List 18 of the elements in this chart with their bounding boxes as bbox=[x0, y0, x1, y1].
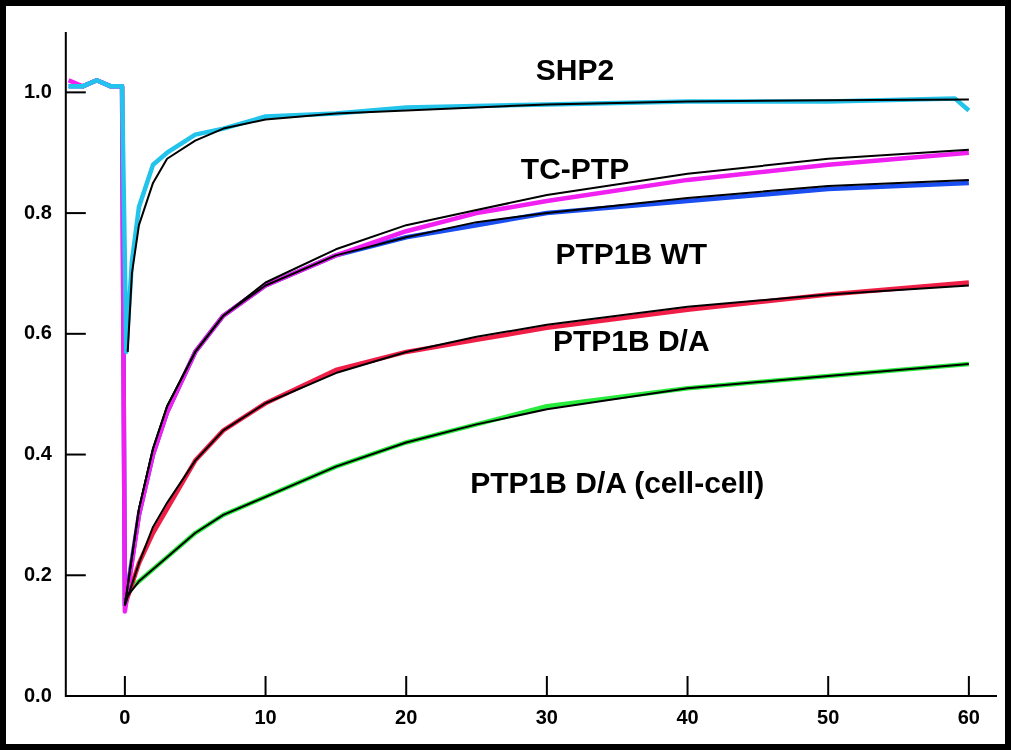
y-tick-label: 0.0 bbox=[23, 683, 52, 706]
x-tick-label: 50 bbox=[817, 705, 840, 728]
y-tick-label: 0.8 bbox=[23, 200, 52, 223]
series-label: PTP1B D/A (cell-cell) bbox=[470, 465, 765, 499]
series-label: SHP2 bbox=[535, 52, 615, 86]
x-tick-label: 60 bbox=[957, 705, 980, 728]
x-tick-label: 30 bbox=[535, 705, 558, 728]
x-tick-label: 10 bbox=[254, 705, 277, 728]
y-tick-label: 0.6 bbox=[23, 321, 52, 344]
series-label: TC-PTP bbox=[520, 152, 630, 186]
series-label: PTP1B WT bbox=[555, 236, 708, 270]
x-tick-label: 40 bbox=[676, 705, 699, 728]
series-label: PTP1B D/A bbox=[552, 324, 710, 358]
y-tick-label: 0.4 bbox=[23, 442, 53, 465]
x-tick-label: 0 bbox=[119, 705, 131, 728]
x-tick-label: 20 bbox=[395, 705, 418, 728]
y-tick-label: 1.0 bbox=[23, 79, 52, 102]
y-tick-label: 0.2 bbox=[23, 562, 52, 585]
